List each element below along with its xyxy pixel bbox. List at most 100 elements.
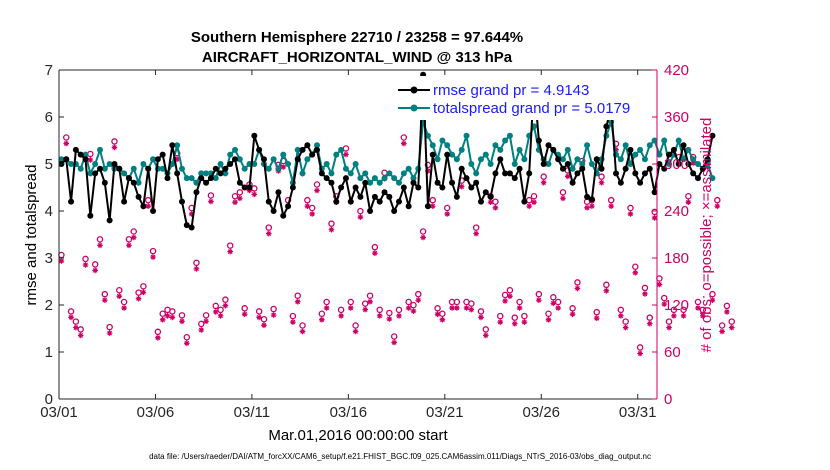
- totalspread-point: [709, 175, 716, 182]
- obs-possible-marker: [535, 290, 543, 298]
- obs-possible-marker: [598, 173, 605, 180]
- totalspread-point: [502, 137, 509, 144]
- obs-assimilated-marker: [106, 330, 113, 336]
- obs-possible-marker: [545, 310, 552, 317]
- obs-assimilated-marker: [593, 315, 600, 321]
- y-tick-label-right: 0: [664, 391, 672, 408]
- x-tick-label: 03/21: [426, 404, 464, 421]
- obs-possible-marker: [468, 300, 475, 307]
- legend: rmse grand pr = 4.9143 totalspread grand…: [396, 76, 647, 120]
- obs-possible-marker: [236, 189, 244, 196]
- obs-assimilated-marker: [232, 199, 238, 206]
- obs-assimilated-marker: [401, 140, 407, 147]
- totalspread-point: [193, 179, 200, 186]
- totalspread-point: [492, 142, 499, 149]
- obs-assimilated-marker: [323, 305, 330, 311]
- totalspread-point: [275, 165, 282, 172]
- totalspread-point: [617, 156, 624, 163]
- obs-assimilated-marker: [564, 173, 571, 180]
- totalspread-point: [58, 156, 65, 163]
- totalspread-point: [241, 165, 248, 172]
- obs-possible-marker: [429, 196, 436, 204]
- obs-possible-marker: [632, 263, 639, 270]
- totalspread-point: [386, 170, 393, 177]
- legend-box: [396, 76, 647, 120]
- totalspread-point: [656, 151, 663, 158]
- totalspread-point: [294, 146, 301, 153]
- obs-possible-marker: [91, 261, 99, 268]
- obs-assimilated-marker: [290, 319, 296, 325]
- obs-possible-marker: [603, 281, 610, 289]
- totalspread-point: [516, 146, 523, 153]
- obs-assimilated-marker: [449, 305, 455, 311]
- rmse-point: [598, 165, 605, 172]
- obs-assimilated-marker: [174, 156, 180, 162]
- rmse-point: [125, 175, 132, 182]
- rmse-point: [381, 189, 388, 196]
- rmse-point: [410, 179, 417, 186]
- obs-assimilated-marker: [179, 318, 185, 325]
- obs-assimilated-marker: [454, 305, 460, 311]
- obs-possible-marker: [198, 320, 205, 328]
- rmse-point: [275, 189, 282, 196]
- obs-possible-marker: [260, 315, 268, 323]
- obs-assimilated-marker: [227, 248, 234, 255]
- totalspread-point: [362, 170, 369, 177]
- obs-assimilated-marker: [608, 203, 614, 209]
- rmse-point: [289, 184, 296, 191]
- obs-possible-marker: [265, 224, 273, 231]
- totalspread-point: [482, 151, 489, 158]
- totalspread-point: [376, 179, 383, 186]
- chart-title-line1: Southern Hemisphere 22710 / 23258 = 97.6…: [191, 29, 523, 46]
- rmse-point: [367, 208, 374, 214]
- totalspread-point: [304, 156, 311, 163]
- y-tick-label-right: 60: [664, 344, 681, 361]
- obs-possible-marker: [530, 192, 538, 200]
- rmse-point: [174, 170, 181, 177]
- obs-assimilated-marker: [145, 203, 152, 209]
- series-layer: [58, 71, 736, 357]
- obs-possible-marker: [149, 247, 157, 255]
- obs-possible-marker: [120, 298, 128, 306]
- obs-possible-marker: [497, 312, 504, 320]
- totalspread-point: [405, 165, 412, 172]
- rmse-point: [82, 156, 89, 163]
- rmse-point: [150, 208, 157, 214]
- rmse-point: [603, 123, 610, 130]
- totalspread-point: [439, 137, 446, 144]
- obs-possible-marker: [67, 308, 75, 315]
- rmse-point: [260, 156, 267, 163]
- obs-possible-marker: [82, 255, 89, 263]
- totalspread-point: [637, 146, 644, 153]
- totalspread-point: [198, 170, 205, 177]
- legend-spread-marker: [410, 104, 418, 112]
- obs-assimilated-marker: [372, 250, 378, 256]
- obs-assimilated-marker: [569, 311, 576, 318]
- obs-assimilated-marker: [203, 318, 209, 325]
- legend-rmse-marker: [410, 86, 418, 94]
- totalspread-point: [381, 175, 388, 182]
- totalspread-point: [588, 161, 595, 167]
- totalspread-point: [77, 165, 84, 172]
- rmse-point: [96, 165, 103, 172]
- rmse-point: [395, 198, 402, 205]
- obs-assimilated-marker: [347, 305, 354, 311]
- rmse-point: [106, 217, 113, 224]
- totalspread-point: [159, 165, 166, 172]
- rmse-point: [502, 170, 509, 177]
- rmse-point: [236, 179, 243, 186]
- obs-possible-marker: [222, 296, 229, 303]
- totalspread-point: [188, 175, 195, 182]
- obs-assimilated-marker: [58, 258, 65, 264]
- obs-assimilated-marker: [241, 311, 248, 318]
- rmse-point: [318, 170, 325, 177]
- obs-possible-marker: [366, 292, 374, 299]
- obs-possible-marker: [72, 318, 80, 325]
- obs-possible-marker: [699, 306, 707, 314]
- totalspread-point: [511, 161, 518, 167]
- obs-assimilated-marker: [299, 328, 306, 335]
- rmse-point: [516, 165, 523, 172]
- obs-assimilated-marker: [198, 327, 205, 333]
- x-tick-label: 03/06: [137, 404, 175, 421]
- plot-area: [59, 70, 657, 399]
